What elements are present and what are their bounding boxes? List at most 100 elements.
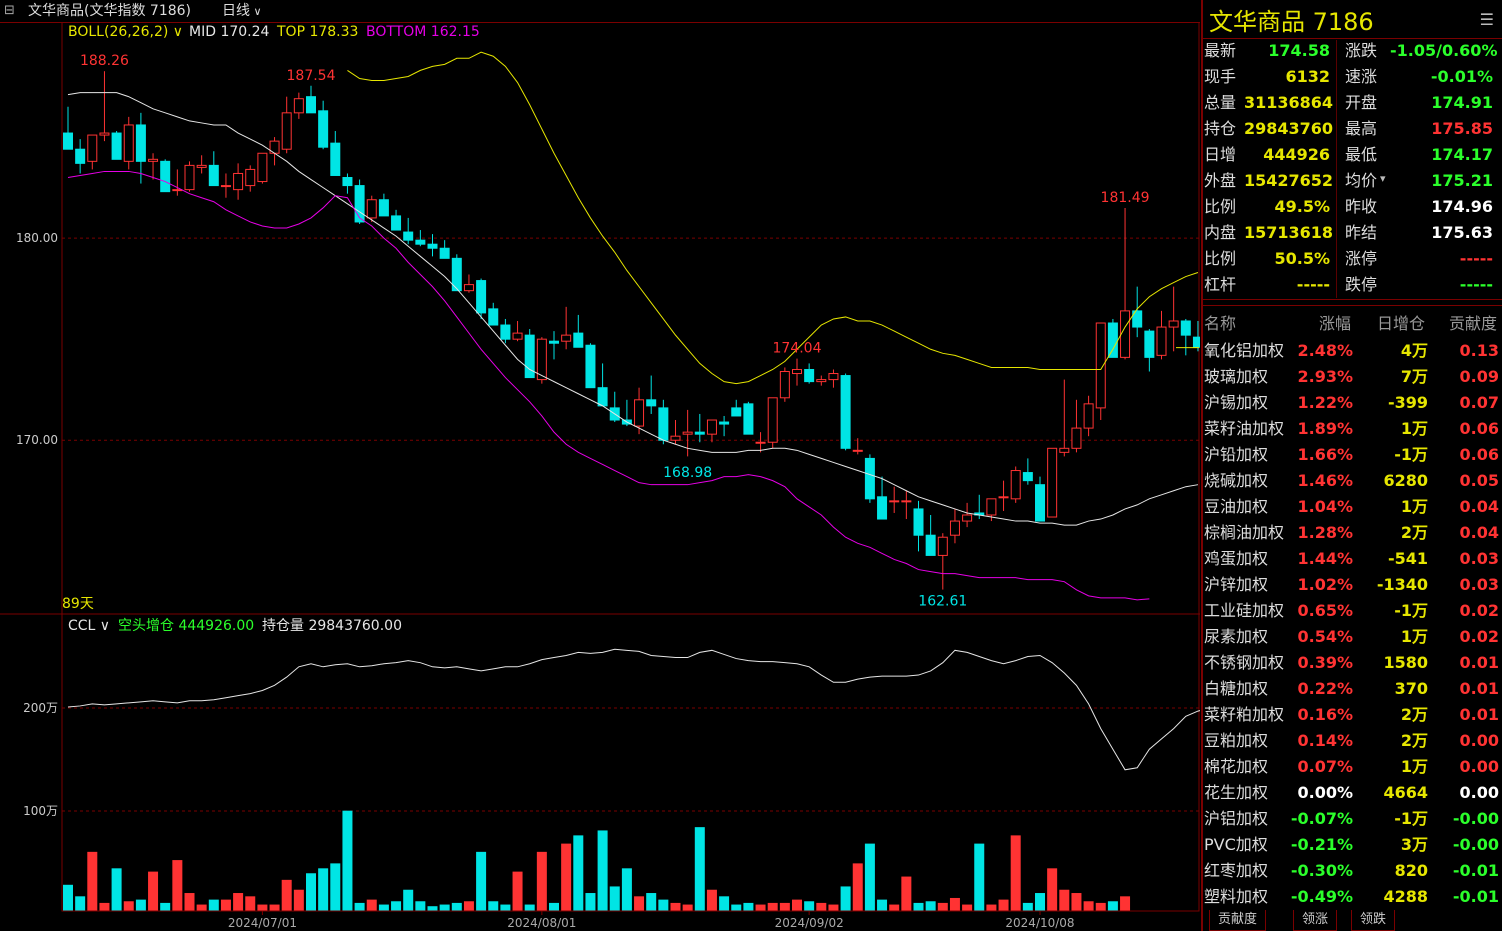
candle-body[interactable] (719, 421, 730, 425)
candle-body[interactable] (597, 387, 608, 407)
candle-body[interactable] (670, 435, 681, 441)
candle-body[interactable] (1132, 310, 1143, 328)
candle-body[interactable] (148, 158, 159, 162)
candle-body[interactable] (864, 457, 875, 500)
caret-down-icon[interactable]: ▾ (1380, 172, 1386, 185)
tab-contribution[interactable]: 贡献度 (1209, 910, 1267, 931)
candle-body[interactable] (804, 368, 815, 383)
candle-body[interactable] (281, 112, 292, 150)
table-row[interactable]: 玻璃加权 2.93% 7万 0.09 (1203, 364, 1501, 390)
tab-leading-gainers[interactable]: 领涨 (1293, 910, 1338, 931)
candle-body[interactable] (366, 199, 377, 219)
candle-body[interactable] (889, 500, 900, 503)
candle-body[interactable] (694, 431, 705, 435)
candle-body[interactable] (427, 243, 438, 249)
candle-body[interactable] (743, 403, 754, 435)
table-header-pct[interactable]: 涨幅 (1319, 314, 1352, 333)
candle-body[interactable] (1071, 427, 1082, 449)
table-row[interactable]: 鸡蛋加权 1.44% -541 0.03 (1203, 546, 1501, 572)
table-row[interactable]: 豆油加权 1.04% 1万 0.04 (1203, 494, 1501, 520)
candle-body[interactable] (330, 142, 341, 176)
tab-leading-losers[interactable]: 领跌 (1351, 910, 1396, 931)
table-row[interactable]: 豆粕加权 0.14% 2万 0.00 (1203, 728, 1501, 754)
table-row[interactable]: 棉花加权 0.07% 1万 0.00 (1203, 754, 1501, 780)
candle-body[interactable] (208, 164, 219, 187)
candle-body[interactable] (99, 132, 110, 136)
table-row[interactable]: 棕榈油加权 1.28% 2万 0.04 (1203, 520, 1501, 546)
table-row[interactable]: 菜籽粕加权 0.16% 2万 0.01 (1203, 702, 1501, 728)
candle-body[interactable] (634, 399, 645, 427)
candle-body[interactable] (925, 534, 936, 556)
table-row[interactable]: PVC加权 -0.21% 3万 -0.00 (1203, 832, 1501, 858)
candle-body[interactable] (439, 247, 450, 259)
candle-body[interactable] (1035, 484, 1045, 522)
table-row[interactable]: 沪铝加权 -0.07% -1万 -0.00 (1203, 806, 1501, 832)
candle-body[interactable] (524, 334, 535, 379)
candle-body[interactable] (391, 215, 402, 231)
candle-body[interactable] (1144, 330, 1155, 358)
candle-body[interactable] (378, 199, 389, 217)
candle-body[interactable] (257, 152, 268, 183)
candle-body[interactable] (828, 373, 839, 381)
candle-body[interactable] (877, 496, 888, 520)
candle-body[interactable] (1168, 320, 1179, 328)
candle-body[interactable] (196, 164, 207, 168)
candle-body[interactable] (1120, 310, 1131, 358)
candle-body[interactable] (1095, 322, 1106, 409)
candle-body[interactable] (463, 284, 474, 292)
candle-body[interactable] (87, 134, 98, 162)
candle-body[interactable] (913, 508, 924, 536)
candle-body[interactable] (75, 148, 86, 164)
candle-body[interactable] (184, 164, 195, 191)
candle-body[interactable] (1022, 472, 1033, 482)
candle-body[interactable] (1192, 336, 1200, 348)
candle-body[interactable] (476, 280, 487, 314)
candle-body[interactable] (318, 110, 329, 148)
link-icon[interactable]: ⊟ (4, 3, 15, 18)
candle-body[interactable] (245, 168, 256, 187)
candle-body[interactable] (354, 185, 365, 223)
table-row[interactable]: 沪锌加权 1.02% -1340 0.03 (1203, 572, 1501, 598)
kline-chart[interactable]: 180.00 170.00 200万 100万 2024/07/01 2024/08/01… (0, 22, 1200, 931)
table-row[interactable]: 氧化铝加权 2.48% 4万 0.13 (1203, 338, 1501, 364)
candle-body[interactable] (111, 132, 122, 160)
candle-body[interactable] (949, 520, 960, 536)
candle-body[interactable] (792, 368, 802, 375)
candle-body[interactable] (840, 375, 851, 449)
table-row[interactable]: 红枣加权 -0.30% 820 -0.01 (1203, 858, 1501, 884)
candle-body[interactable] (731, 407, 742, 417)
candle-body[interactable] (172, 189, 183, 192)
candle-body[interactable] (220, 185, 231, 188)
candle-body[interactable] (1156, 326, 1167, 356)
candle-body[interactable] (816, 379, 827, 383)
candle-body[interactable] (233, 172, 244, 191)
menu-icon[interactable]: ☰ (1479, 10, 1494, 29)
candle-body[interactable] (1083, 403, 1094, 429)
table-row[interactable]: 塑料加权 -0.49% 4288 -0.01 (1203, 884, 1501, 910)
table-header-delta[interactable]: 日增仓 (1377, 314, 1426, 333)
table-row[interactable]: 工业硅加权 0.65% -1万 0.02 (1203, 598, 1501, 624)
candle-body[interactable] (573, 332, 584, 348)
candle-body[interactable] (536, 338, 547, 381)
candle-body[interactable] (512, 332, 523, 340)
candle-body[interactable] (561, 334, 572, 342)
candle-body[interactable] (549, 340, 559, 344)
candle-body[interactable] (500, 324, 511, 340)
table-row[interactable]: 尿素加权 0.54% 1万 0.02 (1203, 624, 1501, 650)
candle-body[interactable] (451, 257, 462, 292)
candle-body[interactable] (779, 371, 790, 399)
candle-body[interactable] (706, 419, 717, 435)
candle-body[interactable] (293, 98, 304, 114)
period-selector[interactable]: 日线 ∨ (222, 0, 262, 23)
candle-body[interactable] (937, 536, 948, 556)
candle-body[interactable] (901, 500, 912, 503)
candle-body[interactable] (852, 449, 863, 452)
candle-body[interactable] (658, 407, 669, 441)
candle-body[interactable] (646, 399, 657, 407)
candle-body[interactable] (1010, 470, 1021, 500)
table-row[interactable]: 花生加权 0.00% 4664 0.00 (1203, 780, 1501, 806)
table-row[interactable]: 烧碱加权 1.46% 6280 0.05 (1203, 468, 1501, 494)
candle-body[interactable] (998, 496, 1009, 499)
candle-body[interactable] (135, 124, 146, 162)
candle-body[interactable] (1180, 320, 1191, 336)
